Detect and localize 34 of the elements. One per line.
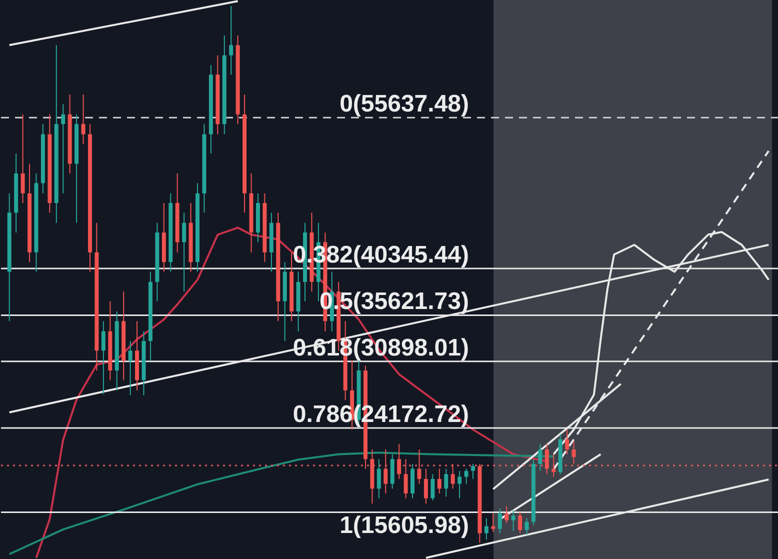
- candlestick: [511, 510, 516, 532]
- candlestick: [524, 518, 529, 536]
- candlestick: [384, 448, 388, 494]
- candlestick: [552, 454, 556, 478]
- candlestick: [376, 458, 381, 499]
- candlestick: [128, 340, 132, 396]
- candlestick: [182, 212, 186, 292]
- candlestick: [20, 114, 25, 204]
- candlestick: [229, 5, 234, 76]
- candlestick: [538, 444, 542, 472]
- candlestick: [491, 512, 496, 533]
- candlestick: [450, 463, 455, 490]
- candlestick: [518, 512, 522, 534]
- candlestick: [424, 468, 428, 504]
- annotation: 0(55637.48): [340, 90, 469, 118]
- annotation: 1(15605.98): [340, 512, 469, 540]
- candlestick: [61, 104, 66, 194]
- candlestick: [484, 518, 488, 540]
- candlestick: [504, 506, 509, 524]
- candlestick: [498, 508, 502, 534]
- candlestick: [470, 463, 475, 480]
- candlestick: [417, 448, 422, 484]
- candlestick: [464, 468, 468, 484]
- candlestick: [430, 474, 435, 501]
- candlestick: [404, 458, 408, 499]
- candlestick: [81, 94, 86, 144]
- candlestick: [565, 429, 570, 455]
- candlestick: [544, 444, 549, 475]
- candlestick: [101, 320, 106, 395]
- candlestick: [437, 468, 442, 494]
- candlestick: [444, 468, 448, 498]
- candlestick: [397, 444, 402, 480]
- candlestick: [458, 470, 462, 499]
- candlestick: [572, 440, 576, 464]
